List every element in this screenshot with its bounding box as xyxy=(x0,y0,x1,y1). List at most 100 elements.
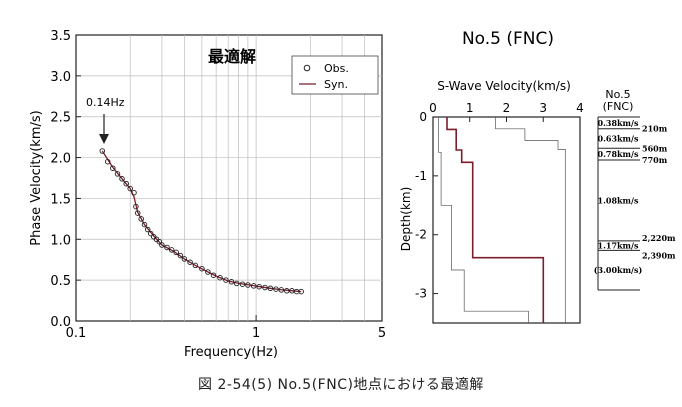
x-tick-label: 1 xyxy=(252,326,260,341)
obs-point xyxy=(267,285,274,292)
y-tick-label: 3.0 xyxy=(50,70,71,85)
layer-velocity-label: 0.63km/s xyxy=(598,133,639,143)
layer-velocity-label: 1.17km/s xyxy=(598,241,639,251)
column-body: 0.38km/s 0.63km/s 0.78km/s 1.08km/s 1.17km/s… xyxy=(594,116,676,291)
obs-point xyxy=(284,288,290,294)
obs-point xyxy=(99,148,106,154)
obs-point xyxy=(144,226,151,233)
depth-label: 560m xyxy=(642,143,668,153)
depth-label: 770m xyxy=(642,155,668,165)
velocity-profile-chart: S-Wave Velocity(km/s) 0 1 2 3 4 0 -1 -2 -3 Dept… xyxy=(399,79,584,324)
obs-point xyxy=(250,283,257,289)
obs-point xyxy=(168,247,175,253)
obs-point xyxy=(205,269,211,275)
legend-obs-label: Obs. xyxy=(324,62,349,75)
legend-syn-label: Syn. xyxy=(324,78,348,91)
dispersion-x-ticks: 0.1 1 5 xyxy=(66,315,386,341)
profile-y-axis-label: Depth(km) xyxy=(399,187,413,252)
obs-point xyxy=(278,287,285,293)
legend: Obs. Syn. xyxy=(291,55,379,95)
dispersion-chart: 0.1 1 5 0.0 0.5 1.0 1.5 2.0 2.5 3.0 3.5 最適解 Frequ… xyxy=(29,29,386,360)
obs-point xyxy=(223,277,229,283)
figure-caption: 図 2-54(5) No.5(FNC)地点における最適解 xyxy=(198,377,484,393)
y-tick-label: 1.5 xyxy=(50,192,71,207)
y-axis-label: Phase Velocity(km/s) xyxy=(29,110,44,245)
profile-x-ticks: 0 1 2 3 4 xyxy=(429,101,584,122)
obs-point xyxy=(133,203,139,210)
obs-point xyxy=(199,265,205,272)
obs-point xyxy=(228,279,235,285)
column-header-line1: No.5 xyxy=(605,88,630,101)
obs-point xyxy=(192,262,199,269)
profile-lines xyxy=(438,117,566,323)
obs-point xyxy=(141,221,148,228)
obs-point xyxy=(256,283,262,290)
profile-y-tick-label: -3 xyxy=(415,287,427,301)
y-tick-label: 2.5 xyxy=(50,111,71,126)
depth-label: 2,390m xyxy=(642,250,676,260)
obs-point xyxy=(173,249,179,256)
profile-title: S-Wave Velocity(km/s) xyxy=(437,79,571,93)
obs-point xyxy=(127,185,133,192)
profile-bound-line xyxy=(495,117,566,323)
obs-point xyxy=(217,274,223,281)
profile-bound-line xyxy=(438,117,529,323)
obs-point xyxy=(104,158,111,165)
obs-point xyxy=(131,189,137,196)
obs-point xyxy=(210,272,217,278)
legend-obs-marker xyxy=(303,64,311,72)
dispersion-y-ticks: 0.0 0.5 1.0 1.5 2.0 2.5 3.0 3.5 xyxy=(50,29,81,330)
profile-y-tick-label: -1 xyxy=(415,169,427,183)
obs-point xyxy=(134,210,141,216)
profile-y-tick-label: -2 xyxy=(415,228,427,242)
profile-y-tick-label: 0 xyxy=(419,110,427,124)
profile-x-tick-label: 0 xyxy=(429,101,437,115)
obs-point xyxy=(156,238,163,245)
obs-point xyxy=(298,288,304,295)
column-header-line2: (FNC) xyxy=(603,100,634,113)
legend-box xyxy=(291,55,379,95)
obs-point xyxy=(233,280,240,287)
obs-point xyxy=(110,165,116,171)
y-tick-label: 0.5 xyxy=(50,274,71,289)
layer-velocity-label: 0.38km/s xyxy=(598,118,639,128)
layer-column: No.5 (FNC) 0.38km/s 0.63km/s 0.78km/s 1.08k… xyxy=(594,88,676,291)
obs-point xyxy=(177,252,184,259)
obs-point xyxy=(123,180,129,187)
obs-point xyxy=(164,244,170,251)
layer-velocity-label: 0.78km/s xyxy=(598,149,639,159)
annotation-014hz: 0.14Hz xyxy=(86,96,125,144)
annotation-label: 0.14Hz xyxy=(86,96,125,109)
depth-label: 210m xyxy=(642,124,668,134)
y-tick-label: 3.5 xyxy=(50,29,71,44)
profile-y-ticks: 0 -1 -2 -3 xyxy=(415,110,438,301)
obs-point xyxy=(239,281,246,287)
obs-point xyxy=(138,216,144,222)
annotation-arrow-head xyxy=(99,134,109,144)
profile-x-tick-label: 1 xyxy=(466,101,474,115)
profile-x-tick-label: 4 xyxy=(576,101,584,115)
y-tick-label: 0.0 xyxy=(50,315,71,330)
obs-point xyxy=(187,259,193,265)
depth-label: 2,220m xyxy=(642,233,676,243)
y-tick-label: 1.0 xyxy=(50,233,71,248)
panel-title: No.5 (FNC) xyxy=(462,29,554,49)
profile-x-tick-label: 2 xyxy=(503,101,511,115)
obs-point xyxy=(262,284,268,291)
layer-velocity-label: 1.08km/s xyxy=(598,195,639,205)
obs-point xyxy=(159,242,165,248)
obs-series xyxy=(99,148,304,295)
obs-point xyxy=(114,171,121,177)
obs-point xyxy=(245,282,251,288)
dispersion-plot-frame xyxy=(75,34,383,322)
layer-velocity-label: (3.00km/s) xyxy=(594,265,643,275)
profile-best-line xyxy=(446,117,545,323)
profile-x-tick-label: 3 xyxy=(539,101,547,115)
obs-point xyxy=(147,230,154,237)
y-tick-label: 2.0 xyxy=(50,152,71,167)
x-tick-label: 5 xyxy=(378,326,386,341)
obs-point xyxy=(119,176,125,182)
dispersion-title: 最適解 xyxy=(208,47,256,66)
x-tick-label: 0.1 xyxy=(66,326,87,341)
